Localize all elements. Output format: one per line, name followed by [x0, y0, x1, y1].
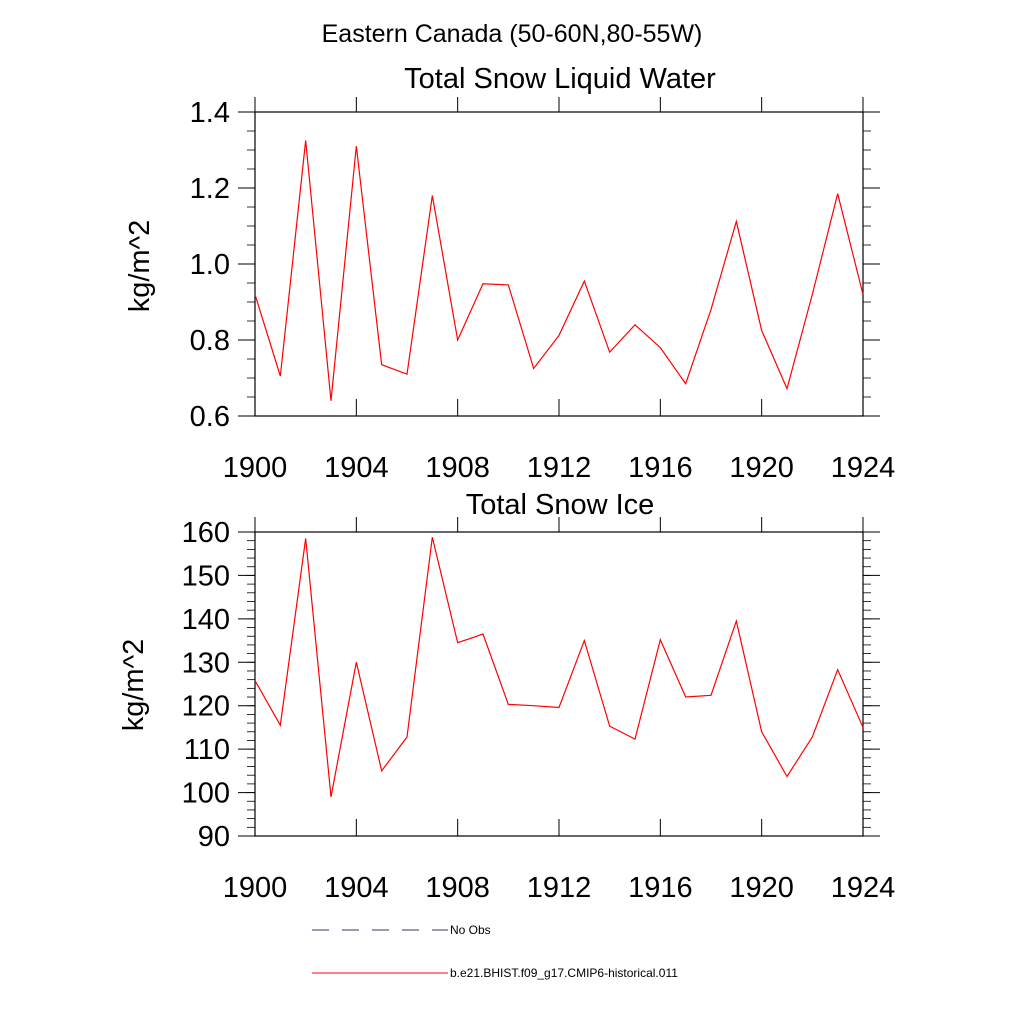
legend-label-model: b.e21.BHIST.f09_g17.CMIP6-historical.011 — [450, 966, 678, 980]
bottom-plot-frame — [254, 531, 864, 837]
top-x-tick-label: 1908 — [425, 452, 490, 484]
bottom-y-tick-label: 140 — [182, 604, 230, 636]
top-x-tick-label: 1916 — [628, 452, 693, 484]
top-series-line-0 — [254, 140, 864, 401]
top-x-tick-label: 1920 — [729, 452, 794, 484]
bottom-x-tick-label: 1916 — [628, 872, 693, 904]
top-y-tick-label: 1.2 — [190, 173, 230, 205]
legend-item-no-obs: No Obs — [312, 923, 491, 937]
top-panel-axes: 1900 1904 1908 1912 1916 1920 1924 0.6 0.8 1.0 1.2… — [190, 97, 896, 484]
legend: No Obs b.e21.BHIST.f09_g17.CMIP6-histori… — [312, 923, 678, 980]
bottom-panel-ylabel: kg/m^2 — [118, 639, 150, 732]
bottom-x-tick-label: 1900 — [223, 872, 288, 904]
top-y-tick-label: 1.4 — [190, 97, 230, 129]
bottom-y-tick-label: 150 — [182, 560, 230, 592]
top-y-tick-label: 0.6 — [190, 401, 230, 433]
figure-title: Eastern Canada (50-60N,80-55W) — [322, 20, 703, 48]
top-y-tick-label: 1.0 — [190, 249, 230, 281]
top-panel-series — [254, 140, 864, 401]
bottom-panel: Total Snow Ice kg/m^2 1900 1904 1908 1912 19… — [118, 489, 895, 904]
bottom-x-tick-label: 1924 — [831, 872, 896, 904]
bottom-panel-series — [254, 537, 864, 798]
top-panel-ylabel: kg/m^2 — [124, 220, 156, 313]
bottom-x-tick-label: 1920 — [729, 872, 794, 904]
top-x-tick-label: 1912 — [527, 452, 592, 484]
legend-label-no-obs: No Obs — [450, 923, 491, 937]
bottom-y-tick-label: 100 — [182, 778, 230, 810]
top-panel: Total Snow Liquid Water kg/m^2 1900 1904 1… — [124, 63, 895, 484]
bottom-x-tick-label: 1904 — [324, 872, 389, 904]
legend-item-model: b.e21.BHIST.f09_g17.CMIP6-historical.011 — [312, 966, 678, 980]
bottom-x-tick-label: 1912 — [527, 872, 592, 904]
bottom-y-tick-label: 110 — [184, 734, 230, 766]
bottom-y-tick-label: 90 — [198, 821, 230, 853]
bottom-y-tick-label: 160 — [182, 517, 230, 549]
top-panel-title: Total Snow Liquid Water — [404, 63, 716, 95]
bottom-y-tick-label: 130 — [182, 647, 230, 679]
bottom-x-tick-label: 1908 — [425, 872, 490, 904]
bottom-panel-title: Total Snow Ice — [466, 489, 655, 521]
top-x-tick-label: 1924 — [831, 452, 896, 484]
top-x-tick-label: 1904 — [324, 452, 389, 484]
bottom-y-tick-label: 120 — [182, 691, 230, 723]
top-plot-frame — [254, 111, 864, 417]
bottom-series-line-0 — [254, 537, 864, 798]
top-y-tick-label: 0.8 — [190, 325, 230, 357]
bottom-panel-axes: 1900 1904 1908 1912 1916 1920 1924 90 100 110 120 1… — [182, 517, 896, 904]
top-x-tick-label: 1900 — [223, 452, 288, 484]
